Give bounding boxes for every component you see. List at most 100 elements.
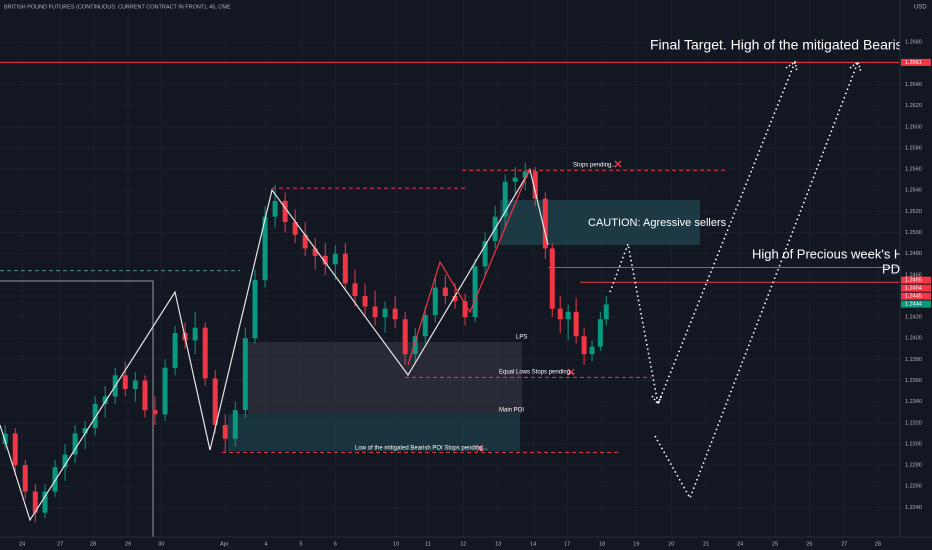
candle-body <box>52 467 58 492</box>
candle-body <box>597 319 603 347</box>
x-tick-label: 27 <box>841 541 847 547</box>
candle-body <box>72 433 78 455</box>
price-axis <box>900 0 932 550</box>
candle-body <box>342 253 348 284</box>
candle-body <box>332 253 338 265</box>
price-badge-label: 1.2455 <box>905 278 922 284</box>
candle-body <box>412 336 418 355</box>
candle-body <box>352 283 358 296</box>
candle-body <box>472 266 478 318</box>
forecast-path <box>654 61 859 500</box>
main-poi-zone <box>228 414 520 451</box>
candle-body <box>232 410 238 439</box>
candle-body <box>432 287 438 316</box>
price-badge <box>901 276 931 284</box>
x-tick-label: 21 <box>703 541 709 547</box>
y-tick-label: 1.2360 <box>905 378 922 384</box>
lps-zone <box>248 342 522 414</box>
candle-body <box>122 375 128 390</box>
candle-body <box>362 295 368 307</box>
candle-body <box>322 255 328 265</box>
y-tick-label: 1.2240 <box>905 505 922 511</box>
price-badge-label: 1.2444 <box>905 302 922 308</box>
candles <box>2 162 609 523</box>
y-tick-label: 1.2580 <box>905 145 922 151</box>
candle-body <box>282 200 288 222</box>
candle-body <box>222 424 228 439</box>
x-tick-label: 5 <box>300 541 303 547</box>
annotation: Low of the mitigated Bearish POI Stops p… <box>355 446 488 452</box>
y-tick-label: 1.2600 <box>905 124 922 130</box>
candle-body <box>62 454 68 468</box>
x-tick-label: 11 <box>425 541 431 547</box>
y-tick-label: 1.2320 <box>905 420 922 426</box>
annotation: CAUTION: Agressive sellers <box>588 217 727 229</box>
chart-title: BRITISH POUND FUTURES (CONTINUOUS: CURRE… <box>4 4 231 10</box>
x-tick-label: 18 <box>599 541 605 547</box>
price-badge <box>901 284 931 292</box>
y-tick-label: 1.2380 <box>905 357 922 363</box>
candle-body <box>242 338 248 411</box>
y-tick-label: 1.2400 <box>905 336 922 342</box>
annotation: High of Precious week's HVN <box>752 246 921 261</box>
candle-body <box>142 380 148 411</box>
x-tick-label: 12 <box>460 541 466 547</box>
x-tick-label: 13 <box>495 541 501 547</box>
x-tick-label: 14 <box>530 541 536 547</box>
y-tick-label: 1.2280 <box>905 463 922 469</box>
x-tick-label: Apr <box>220 541 229 547</box>
y-tick-label: 1.2560 <box>905 167 922 173</box>
candle-body <box>565 311 571 320</box>
candle-body <box>442 287 448 296</box>
y-tick-label: 1.2420 <box>905 315 922 321</box>
candle-body <box>542 198 548 249</box>
candle-body <box>82 428 88 434</box>
candle-body <box>512 177 518 182</box>
candle-body <box>392 308 398 320</box>
y-tick-label: 1.2620 <box>905 103 922 109</box>
x-tick-label: 29 <box>125 541 131 547</box>
candle-body <box>589 346 595 355</box>
x-tick-label: 6 <box>334 541 337 547</box>
y-tick-label: 1.2680 <box>905 40 922 46</box>
candle-body <box>2 433 8 444</box>
price-badge-label: 1.2445 <box>905 294 922 300</box>
x-tick-label: 26 <box>806 541 812 547</box>
candle-body <box>312 248 318 256</box>
y-tick-label: 1.2340 <box>905 399 922 405</box>
candle-body <box>292 221 298 235</box>
price-badge <box>901 300 931 308</box>
range-line <box>0 280 154 537</box>
x-tick-label: 27 <box>57 541 63 547</box>
y-tick-label: 1.2460 <box>905 272 922 278</box>
y-tick-label: 1.2260 <box>905 484 922 490</box>
arrow-head <box>785 60 798 73</box>
candle-body <box>573 311 579 337</box>
candle-body <box>212 378 218 425</box>
currency: USD <box>914 5 927 11</box>
candle-body <box>22 465 28 492</box>
x-tick-label: 24 <box>19 541 25 547</box>
annotation: Main POI <box>499 408 524 414</box>
y-tick-label: 1.2540 <box>905 188 922 194</box>
candle-body <box>402 319 408 355</box>
candle-body <box>581 336 587 355</box>
candle-body <box>92 403 98 429</box>
candle-body <box>262 216 268 281</box>
y-tick-label: 1.2500 <box>905 230 922 236</box>
y-tick-label: 1.2640 <box>905 82 922 88</box>
candle-body <box>12 433 18 466</box>
annotation: Equal Lows Stops pending... <box>499 370 575 376</box>
candle-body <box>202 327 208 379</box>
y-tick-label: 1.2520 <box>905 209 922 215</box>
x-tick-label: 28 <box>90 541 96 547</box>
x-tick-label: 4 <box>265 541 268 547</box>
candle-body <box>522 171 528 178</box>
axis-labels: 1.2240 1.2260 1.2280 1.2300 1.2320 1.2340 1.23… <box>19 40 931 547</box>
candle-body <box>162 367 168 415</box>
x-tick-label: 25 <box>772 541 778 547</box>
candle-body <box>422 315 428 337</box>
candle-body <box>132 380 138 390</box>
candle-body <box>502 181 508 217</box>
